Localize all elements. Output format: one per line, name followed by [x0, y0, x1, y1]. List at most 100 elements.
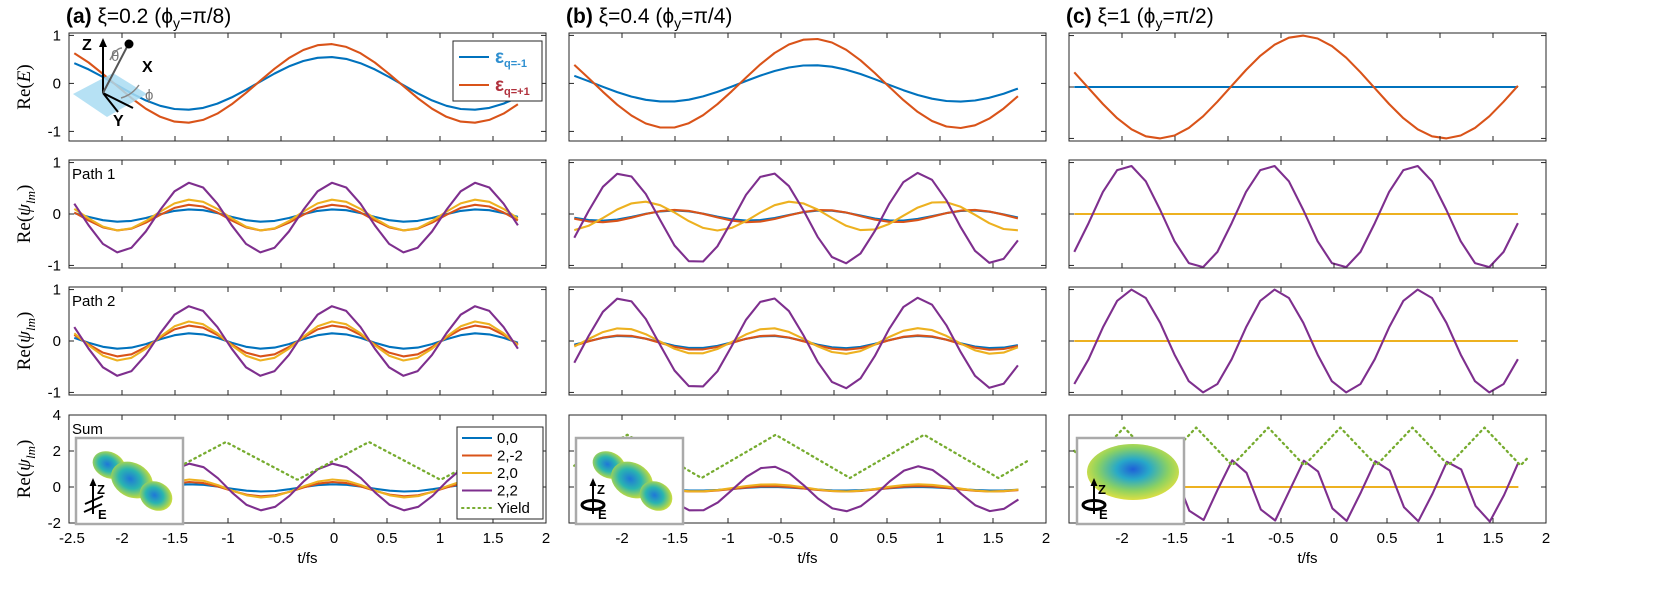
y-axis-label: Re(E): [14, 64, 35, 109]
x-tick-label: 1: [436, 530, 444, 547]
x-axis-label: t/fs: [1297, 550, 1317, 567]
y-axis-label: Re(ψlm): [14, 440, 38, 499]
phi-label: ϕ: [145, 87, 153, 104]
x-tick-label: 1.5: [1483, 530, 1504, 547]
x-tick-label: -1: [221, 530, 234, 547]
x-tick-label: 0.5: [1377, 530, 1398, 547]
orbital-e-label: E: [1099, 507, 1108, 522]
x-axis-label: t/fs: [297, 550, 317, 567]
panel-b-s: -2 -1.5 -1 -0.5 0 0.5 1 1.5 2 t/fs: [568, 414, 1050, 567]
legend-entry: εq=+1: [495, 75, 530, 98]
theta-label: θ: [111, 48, 119, 65]
x-tick-label: 0.5: [377, 530, 398, 547]
legend-entry: 2,-2: [497, 448, 523, 465]
row-label: Path 1: [72, 166, 115, 183]
x-tick-label: 0: [330, 530, 338, 547]
axis-x-label: X: [142, 59, 153, 76]
series-s2m2-a-e: [73, 43, 519, 124]
column-title: (c) ξ=1 (ϕy=π/2): [1066, 5, 1214, 31]
legend-entry: 2,0: [497, 465, 518, 482]
y-axis-label: Re(ψlm): [14, 312, 38, 371]
row-label: Path 2: [72, 293, 115, 310]
x-tick-label: 2: [1542, 530, 1550, 547]
legend-entry: Yield: [497, 500, 530, 517]
x-tick-label: 1: [1436, 530, 1444, 547]
series-s22-c-p2: [1073, 288, 1519, 394]
x-tick-label: -2: [115, 530, 128, 547]
y-tick-label: 0: [53, 479, 61, 496]
y-tick-label: -1: [48, 123, 61, 140]
y-tick-label: 2: [53, 443, 61, 460]
series-s22-c-p1: [1073, 164, 1519, 268]
series-s22-c-s: [1174, 459, 1520, 523]
x-tick-label: -1: [1221, 530, 1234, 547]
panel-c-p1: [1068, 159, 1547, 269]
x-tick-label: -1.5: [1162, 530, 1188, 547]
series-s22-b-s: [674, 465, 1019, 513]
panel-c-s: -2 -1.5 -1 -0.5 0 0.5 1 1.5 2 t/fs: [1068, 414, 1550, 567]
y-tick-label: 0: [53, 75, 61, 92]
series-s00-b-e: [573, 64, 1019, 103]
legend-entry: εq=-1: [495, 47, 527, 70]
x-tick-label: -1.5: [662, 530, 688, 547]
x-tick-label: -1.5: [162, 530, 188, 547]
axis-y-label: Y: [113, 113, 124, 130]
x-axis-label: t/fs: [797, 550, 817, 567]
panel-b-e: [568, 32, 1047, 142]
series-s2m2-c-e: [1073, 34, 1519, 140]
axes-frame: [1068, 414, 1547, 524]
y-tick-label: 1: [53, 27, 61, 44]
coordinate-axes-inset: Z X Yθ ϕ: [73, 37, 153, 130]
panel-b-p1: [568, 159, 1047, 269]
x-tick-label: -2: [615, 530, 628, 547]
x-tick-label: 0: [1330, 530, 1338, 547]
axes-frame: [68, 32, 547, 142]
series-s2m2-b-p1: [574, 208, 1019, 224]
x-tick-label: -2: [1115, 530, 1128, 547]
series-s22-a-p1: [73, 181, 519, 254]
x-tick-label: 2: [1042, 530, 1050, 547]
orbital-z-label: Z: [1098, 482, 1106, 497]
series-s2m2-b-e: [573, 37, 1019, 130]
series-s20-b-p2: [573, 327, 1019, 355]
x-tick-label: -2.5: [59, 530, 85, 547]
series-s22-b-p2: [573, 296, 1019, 390]
series-s00-a-e: [73, 56, 519, 111]
y-tick-label: 1: [53, 155, 61, 172]
y-tick-label: 0: [53, 206, 61, 223]
panel-b-p2: [568, 286, 1047, 396]
panel-c-e: [1068, 32, 1547, 142]
column-title: (a) ξ=0.2 (ϕy=π/8): [66, 5, 231, 31]
y-tick-label: -1: [48, 384, 61, 401]
panel-a-p1: -1 0 1 Re(ψlm) Path 1: [14, 155, 547, 274]
series-s2m2-b-p2: [573, 334, 1019, 351]
orbital-inset: ZE: [74, 436, 185, 526]
y-tick-label: 0: [53, 333, 61, 350]
panel-a-p2: -1 0 1 Re(ψlm) Path 2: [14, 282, 547, 401]
axes-frame: [568, 414, 1047, 524]
x-tick-label: 1: [936, 530, 944, 547]
x-tick-label: -0.5: [1268, 530, 1294, 547]
column-title: (b) ξ=0.4 (ϕy=π/4): [566, 5, 732, 31]
series-s22-a-p2: [73, 305, 519, 377]
x-tick-label: 0.5: [877, 530, 898, 547]
panel-a-e: -1 0 1 Re(E): [14, 27, 547, 142]
legend-field: εq=-1 εq=+1: [452, 40, 543, 102]
x-tick-label: 2: [542, 530, 550, 547]
x-tick-label: 1.5: [483, 530, 504, 547]
orbital-z-label: Z: [97, 482, 105, 497]
orbital-inset: ZE: [1075, 436, 1186, 526]
y-tick-label: -1: [48, 257, 61, 274]
y-tick-label: 1: [53, 282, 61, 299]
x-tick-label: -0.5: [768, 530, 794, 547]
x-tick-label: -0.5: [268, 530, 294, 547]
series-s20-b-p1: [573, 200, 1018, 232]
row-label: Sum: [72, 421, 103, 438]
y-tick-label: -2: [48, 515, 61, 532]
axes-frame: [568, 32, 1047, 142]
series-s22-b-p1: [573, 171, 1019, 265]
series-s2m2-a-p1: [73, 203, 519, 232]
axis-z-label: Z: [82, 37, 92, 54]
